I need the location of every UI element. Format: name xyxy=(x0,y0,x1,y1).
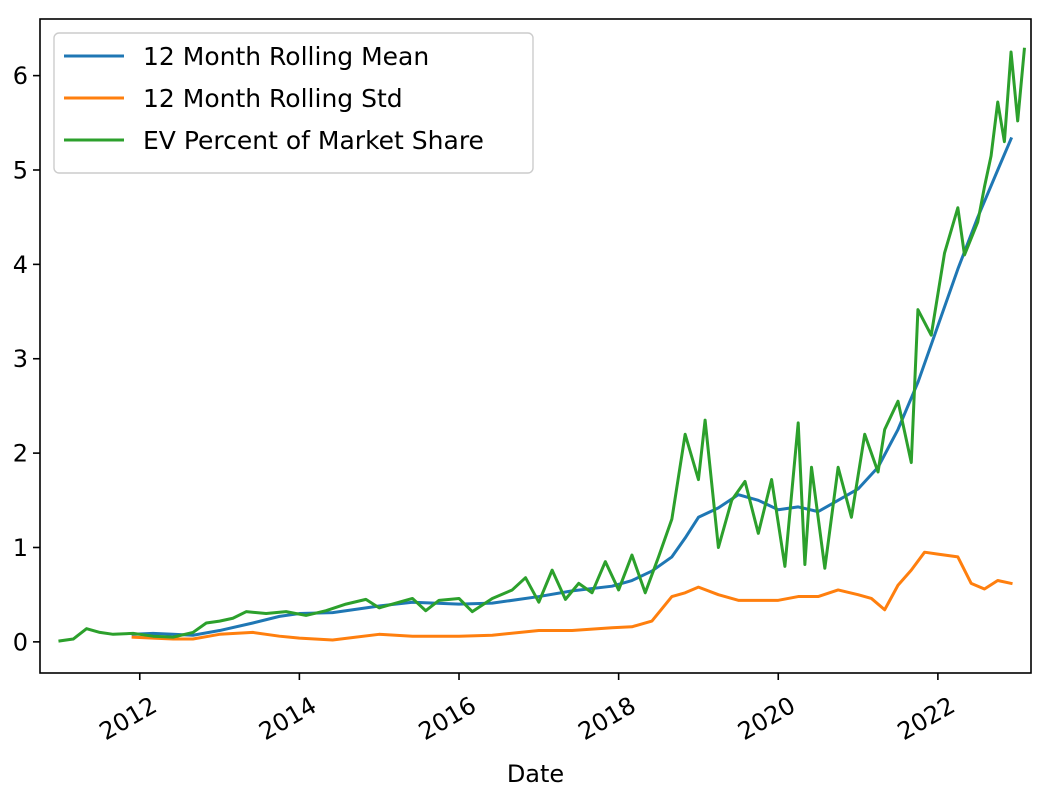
y-tick-label: 3 xyxy=(13,345,28,373)
y-tick-label: 4 xyxy=(13,251,28,279)
x-axis-label: Date xyxy=(507,760,564,788)
legend-label: 12 Month Rolling Mean xyxy=(143,42,429,71)
legend-label: EV Percent of Market Share xyxy=(143,126,484,155)
y-tick-label: 5 xyxy=(13,156,28,184)
y-tick-label: 0 xyxy=(13,628,28,656)
legend-box xyxy=(53,32,534,174)
y-tick-label: 2 xyxy=(13,440,28,468)
x-axis: 2012 2014 2016 2018 2020 2022 xyxy=(95,673,960,746)
x-tick-label: 2022 xyxy=(893,691,960,746)
y-tick-label: 1 xyxy=(13,534,28,562)
plot-frame xyxy=(39,18,1032,674)
x-tick-label: 2016 xyxy=(414,691,481,746)
series-line-3 xyxy=(58,47,1026,643)
y-tick-label: 6 xyxy=(13,62,28,90)
series-line-2 xyxy=(131,550,1013,642)
x-tick-label: 2014 xyxy=(254,691,321,746)
x-tick-label: 2018 xyxy=(574,691,641,746)
legend-label: 12 Month Rolling Std xyxy=(143,84,403,113)
y-axis: 0 1 2 3 4 5 6 xyxy=(13,62,40,656)
series-line-1 xyxy=(131,136,1014,637)
legend: 12 Month Rolling Mean 12 Month Rolling St… xyxy=(53,32,534,174)
x-tick-label: 2012 xyxy=(95,691,162,746)
x-tick-label: 2020 xyxy=(733,691,800,746)
plot-area xyxy=(58,47,1026,643)
